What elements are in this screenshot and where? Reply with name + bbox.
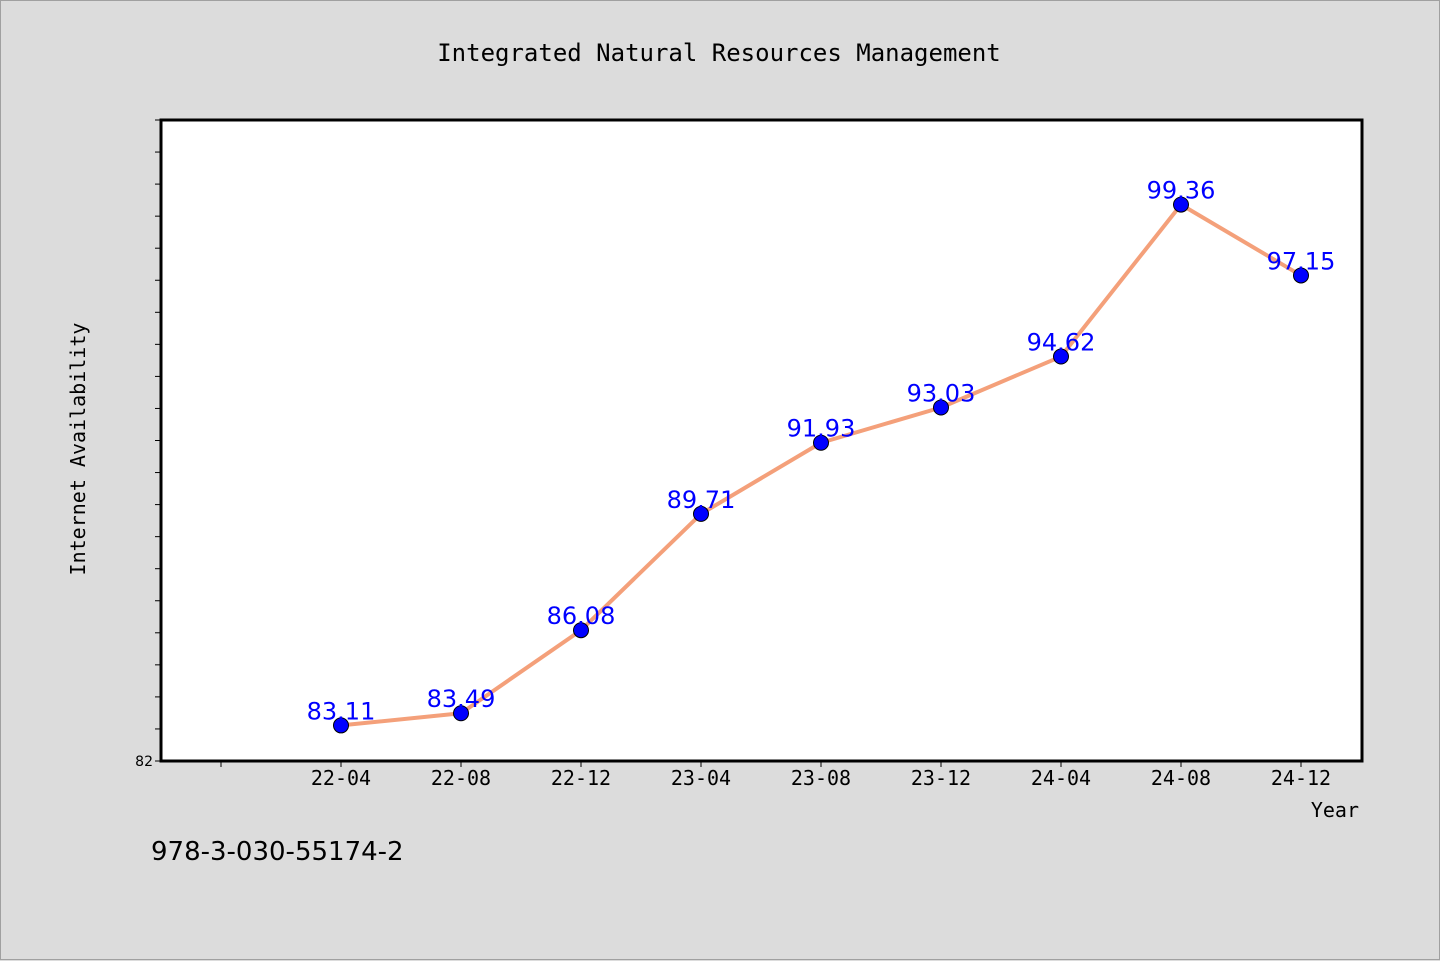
x-tick-label: 24-04 — [1031, 766, 1091, 790]
x-tick-label: 24-12 — [1271, 766, 1331, 790]
isbn-text: 978-3-030-55174-2 — [151, 837, 404, 867]
data-label: 97.15 — [1267, 247, 1336, 275]
x-tick-label: 22-12 — [551, 766, 611, 790]
y-tick-label: 82 — [135, 754, 153, 770]
data-point — [453, 705, 469, 722]
x-tick-label: 23-04 — [671, 766, 731, 790]
data-label: 89.71 — [667, 486, 736, 514]
data-label-group: 83.11 83.49 86.08 89.71 91.93 93.03 94.62 99.36… — [307, 177, 1336, 726]
data-label: 91.93 — [787, 415, 856, 443]
data-label: 86.08 — [547, 602, 616, 630]
x-tick-label: 22-08 — [431, 766, 491, 790]
data-point — [333, 717, 349, 734]
data-point — [693, 505, 709, 522]
x-tick-label: 22-04 — [311, 766, 371, 790]
data-label: 94.62 — [1027, 329, 1096, 357]
data-label: 93.03 — [907, 379, 976, 407]
series-line-group — [333, 196, 1309, 734]
y-axis-label: Internet Availability — [66, 323, 90, 576]
y-axis-ticks: 82 — [135, 119, 161, 770]
plot-area — [159, 118, 1364, 763]
data-point — [1293, 267, 1309, 284]
data-point — [813, 434, 829, 451]
x-axis-label: Year — [1311, 798, 1359, 822]
data-point — [1053, 348, 1069, 365]
data-point — [573, 622, 589, 639]
data-label: 99.36 — [1147, 177, 1216, 205]
data-point — [933, 399, 949, 416]
x-tick-label: 23-12 — [911, 766, 971, 790]
x-tick-label: 23-08 — [791, 766, 851, 790]
data-label: 83.49 — [427, 685, 496, 713]
x-tick-label: 24-08 — [1151, 766, 1211, 790]
data-label: 83.11 — [307, 697, 376, 725]
chart-title: Integrated Natural Resources Management — [437, 39, 1001, 67]
x-axis-ticks: 22-04 22-08 22-12 23-04 23-08 23-12 24-04 24-08… — [220, 761, 1331, 790]
data-point — [1173, 196, 1189, 213]
